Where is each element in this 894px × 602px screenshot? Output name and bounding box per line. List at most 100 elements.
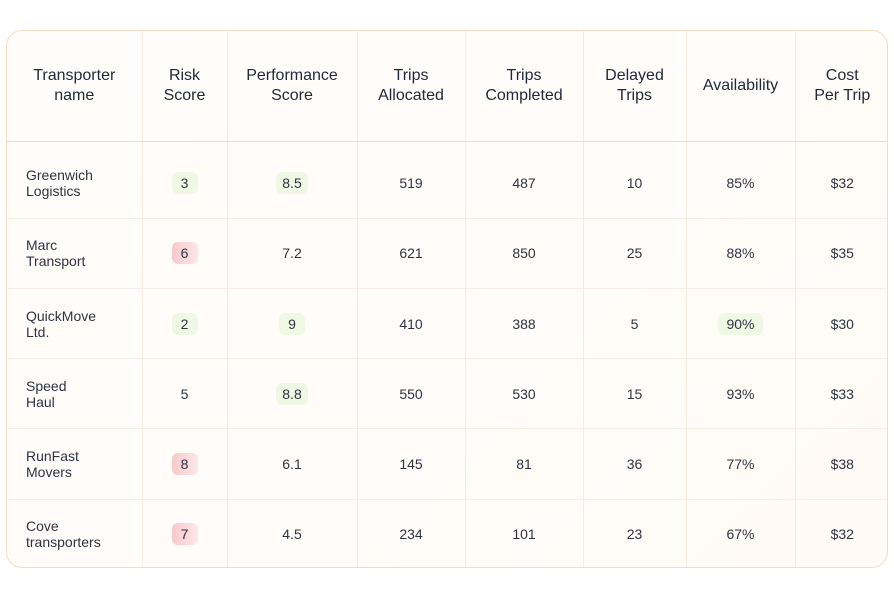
- transporter-name-line: Greenwich: [26, 166, 93, 183]
- trips-allocated-cell: 621: [357, 218, 466, 289]
- table-row[interactable]: Speed Haul 5 8.8 550 530 15 93% $33: [7, 358, 887, 429]
- trips-allocated-cell: 550: [357, 358, 466, 429]
- delayed-trips-value: 15: [626, 385, 643, 402]
- table-body: Greenwich Logistics 3 8.5 519 487 10 85% $32 Marc…: [7, 141, 887, 567]
- availability-cell: 88%: [686, 218, 796, 289]
- risk-score-value: 7: [171, 523, 198, 546]
- performance-score-cell: 4.5: [227, 499, 358, 567]
- delayed-trips-cell: 15: [583, 358, 687, 429]
- trips-allocated-value: 145: [399, 456, 423, 473]
- cost-per-trip-cell: $32: [795, 499, 887, 567]
- header-label: Per Trip: [814, 87, 871, 104]
- trips-allocated-cell: 410: [357, 288, 466, 359]
- header-label: Performance: [246, 67, 338, 84]
- trips-allocated-cell: 145: [357, 428, 466, 500]
- transporter-name-line: Speed: [26, 377, 67, 394]
- transporter-name-line: Movers: [26, 464, 72, 481]
- availability-value: 67%: [726, 526, 755, 543]
- cost-per-trip-cell: $30: [795, 288, 887, 358]
- header-performance-score[interactable]: Performance Score: [227, 31, 358, 142]
- risk-score-cell: 2: [142, 288, 228, 359]
- header-label: Allocated: [378, 87, 444, 104]
- header-transporter-name[interactable]: Transporter name: [7, 31, 143, 142]
- performance-score-value: 8.8: [276, 382, 308, 405]
- availability-cell: 93%: [686, 358, 796, 429]
- header-label: name: [54, 87, 95, 104]
- table-row[interactable]: RunFast Movers 8 6.1 145 81 36 77% $38: [7, 428, 887, 500]
- table-row[interactable]: QuickMove Ltd. 2 9 410 388 5 90% $30: [7, 288, 887, 359]
- delayed-trips-value: 25: [626, 245, 643, 262]
- transporter-name-cell: Cove transporters: [7, 499, 143, 567]
- transporter-name-cell: Speed Haul: [7, 358, 143, 429]
- trips-completed-cell: 487: [465, 141, 584, 219]
- cost-per-trip-cell: $32: [795, 142, 887, 219]
- transporter-name-cell: RunFast Movers: [7, 428, 143, 500]
- transporter-name-line: Ltd.: [26, 323, 50, 340]
- table-row[interactable]: Greenwich Logistics 3 8.5 519 487 10 85% $32: [7, 141, 887, 219]
- risk-score-cell: 6: [142, 218, 228, 289]
- trips-completed-value: 850: [512, 245, 536, 262]
- performance-score-value: 8.5: [276, 171, 308, 194]
- transporter-name-line: Logistics: [26, 182, 81, 199]
- trips-completed-value: 530: [512, 385, 536, 402]
- header-delayed-trips[interactable]: Delayed Trips: [583, 31, 687, 142]
- header-label: Trips: [393, 67, 429, 84]
- availability-cell: 77%: [686, 428, 796, 500]
- trips-completed-value: 101: [512, 526, 536, 543]
- trips-allocated-value: 519: [399, 174, 423, 191]
- trips-allocated-cell: 234: [357, 499, 466, 567]
- risk-score-cell: 5: [142, 358, 228, 429]
- availability-cell: 90%: [686, 288, 796, 359]
- performance-score-value: 6.1: [282, 456, 302, 473]
- delayed-trips-value: 23: [626, 526, 643, 543]
- table-row[interactable]: Marc Transport 6 7.2 621 850 25 88% $35: [7, 218, 887, 289]
- transporter-name-line: Marc: [26, 237, 58, 254]
- transporter-name-line: Transport: [26, 253, 86, 270]
- cost-per-trip-value: $38: [830, 456, 854, 473]
- header-cost-per-trip[interactable]: Cost Per Trip: [795, 31, 887, 142]
- transporter-name-line: transporters: [26, 534, 101, 551]
- header-availability[interactable]: Availability: [686, 31, 796, 142]
- cost-per-trip-cell: $35: [795, 218, 887, 288]
- header-label: Availability: [702, 77, 779, 94]
- header-label: Score: [163, 87, 206, 104]
- delayed-trips-cell: 5: [583, 288, 687, 359]
- performance-score-cell: 8.8: [227, 358, 358, 429]
- header-trips-allocated[interactable]: Trips Allocated: [357, 31, 466, 142]
- performance-score-value: 7.2: [282, 245, 302, 262]
- transporter-name-cell: QuickMove Ltd.: [7, 288, 143, 359]
- header-risk-score[interactable]: Risk Score: [142, 31, 228, 142]
- trips-allocated-value: 550: [399, 385, 423, 402]
- header-label: Trips: [506, 67, 542, 84]
- cost-per-trip-value: $30: [830, 315, 854, 332]
- availability-cell: 85%: [686, 141, 796, 219]
- header-label: Completed: [485, 87, 563, 104]
- table-row[interactable]: Cove transporters 7 4.5 234 101 23 67% $32: [7, 499, 887, 567]
- header-trips-completed[interactable]: Trips Completed: [465, 31, 584, 142]
- transporter-name-line: QuickMove: [26, 307, 97, 324]
- risk-score-value: 5: [180, 385, 189, 402]
- cost-per-trip-value: $32: [830, 526, 854, 543]
- performance-score-cell: 8.5: [227, 141, 358, 219]
- trips-completed-value: 388: [512, 315, 536, 332]
- availability-value: 85%: [726, 174, 755, 191]
- trips-completed-cell: 388: [465, 288, 584, 359]
- risk-score-cell: 3: [142, 141, 228, 219]
- risk-score-value: 8: [171, 453, 198, 476]
- cost-per-trip-value: $35: [830, 245, 854, 262]
- trips-allocated-cell: 519: [357, 141, 466, 219]
- header-row: Transporter name Risk Score Performance Score…: [7, 31, 887, 142]
- cost-per-trip-cell: $38: [795, 429, 887, 499]
- delayed-trips-cell: 23: [583, 499, 687, 567]
- performance-score-cell: 6.1: [227, 428, 358, 500]
- risk-score-value: 2: [171, 312, 198, 335]
- trips-completed-cell: 530: [465, 358, 584, 429]
- delayed-trips-cell: 10: [583, 141, 687, 219]
- delayed-trips-value: 10: [626, 174, 643, 191]
- performance-score-cell: 7.2: [227, 218, 358, 289]
- trips-allocated-value: 410: [399, 315, 423, 332]
- header-label: Score: [271, 87, 313, 104]
- risk-score-cell: 8: [142, 428, 228, 500]
- transporter-table-card: Transporter name Risk Score Performance Score…: [6, 30, 888, 568]
- cost-per-trip-value: $33: [830, 385, 854, 402]
